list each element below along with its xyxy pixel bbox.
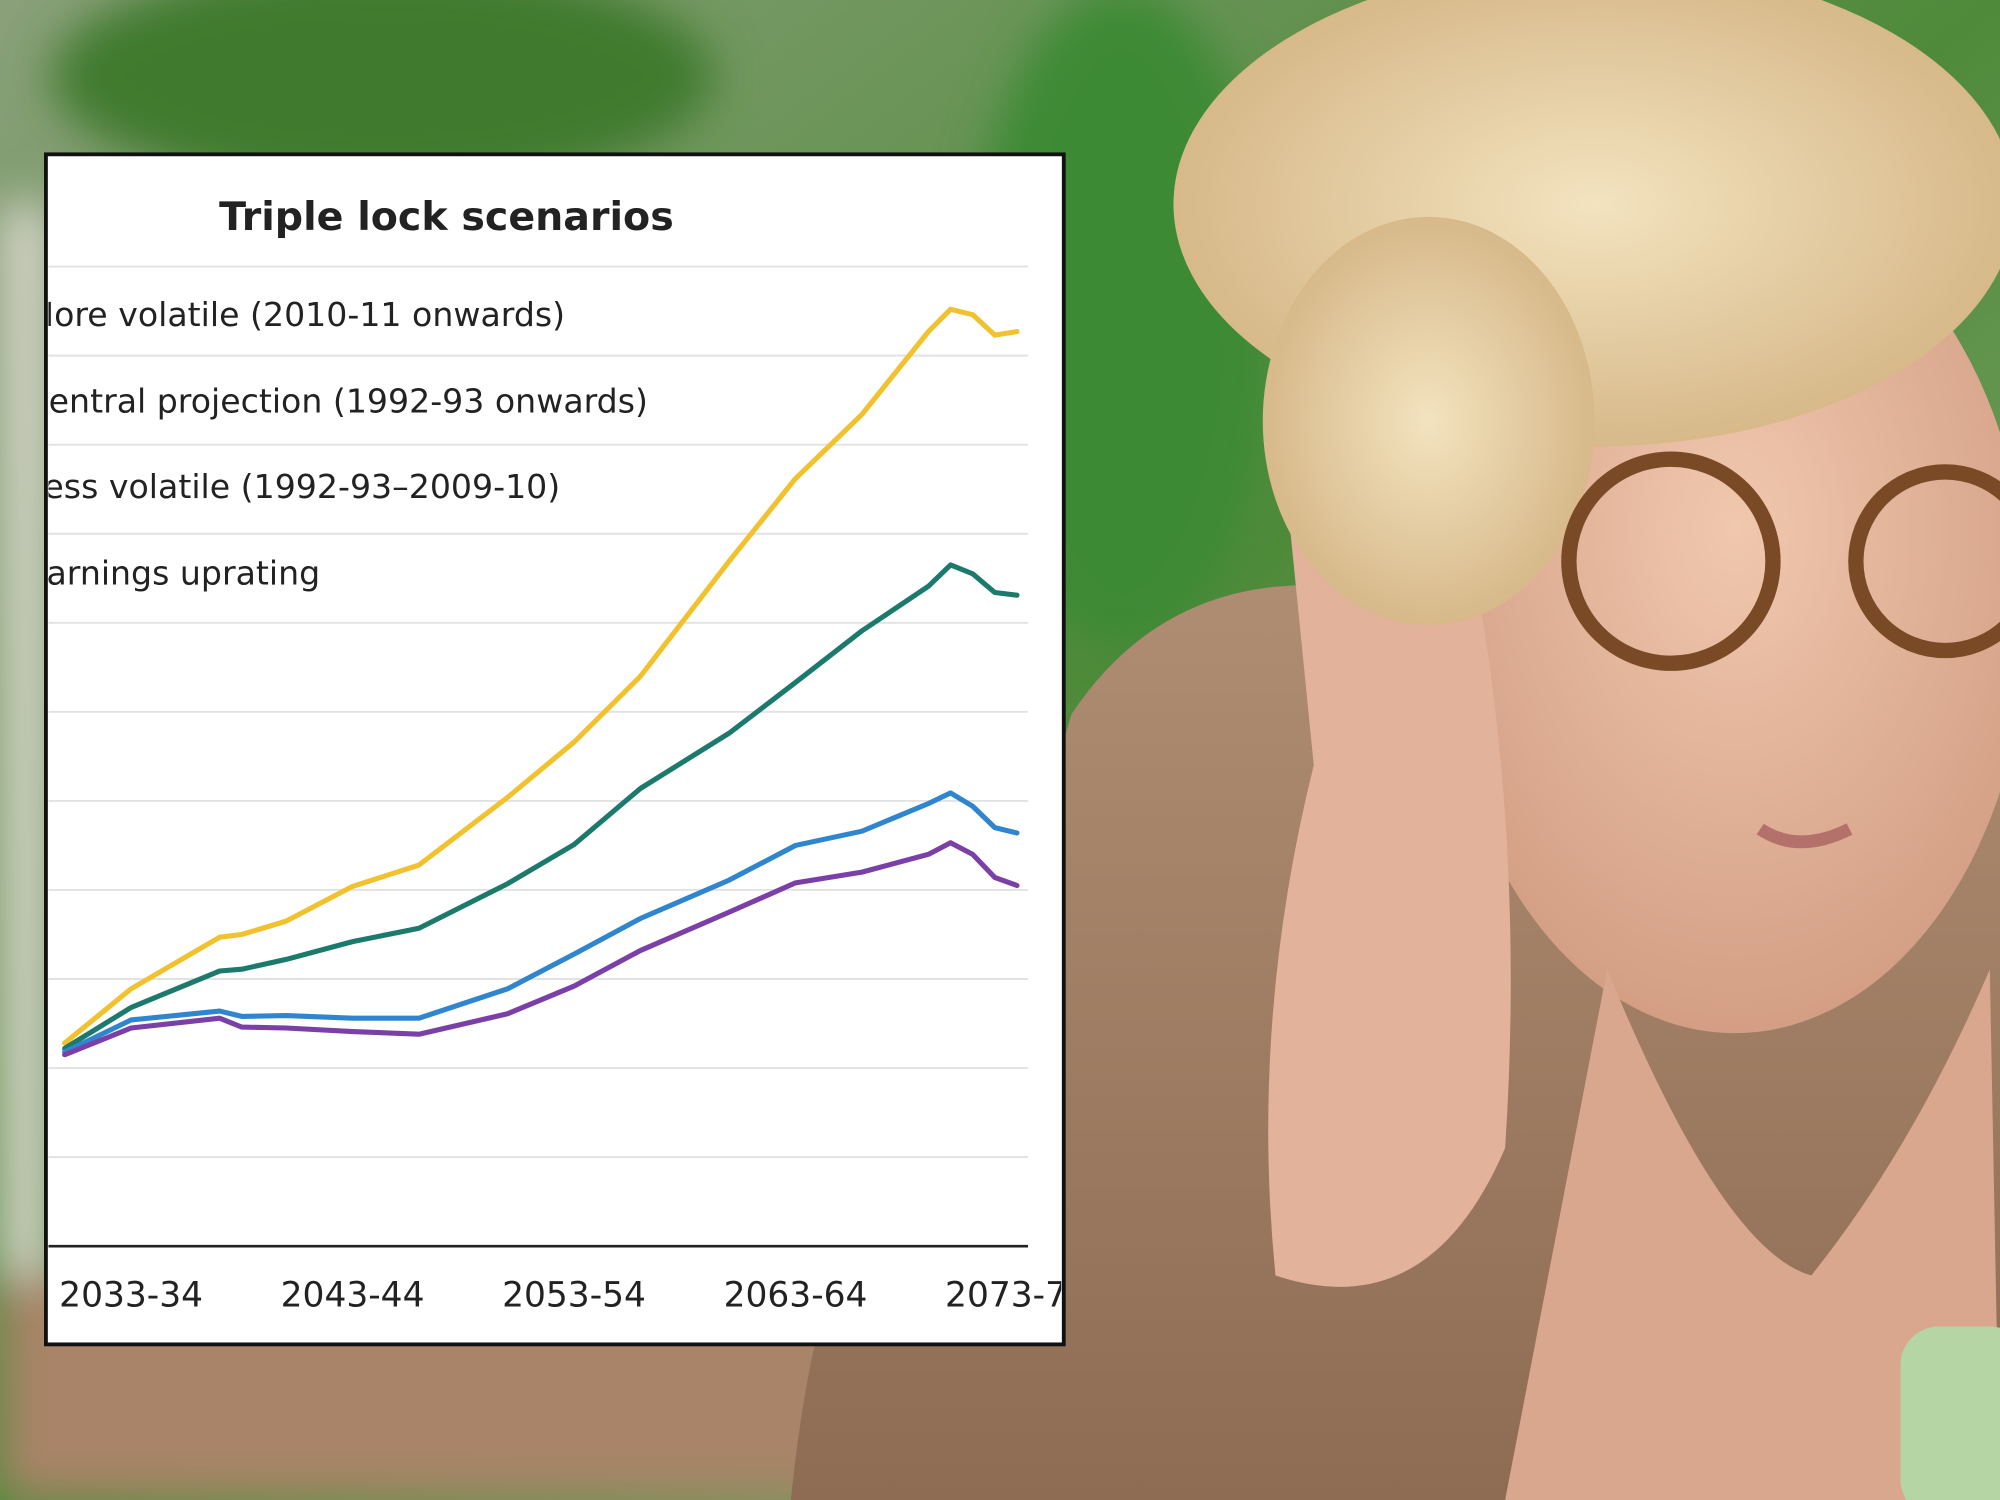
- series-line: [62, 562, 1020, 1052]
- chart-frame: [44, 152, 1066, 1347]
- legend-label: Less volatile (1992-93–2009-10): [26, 467, 561, 506]
- x-tick-label: 2043-44: [281, 1276, 425, 1316]
- chart-area: Triple lock scenarios 2033-34 2043-44 2053…: [26, 194, 1089, 1316]
- x-tick-label: 2073-74: [945, 1276, 1089, 1316]
- x-tick-label: 2033-34: [59, 1276, 203, 1316]
- series-line: [62, 306, 1020, 1046]
- legend-label: Central projection (1992-93 onwards): [26, 382, 648, 421]
- series-line: [62, 790, 1020, 1055]
- x-tick-label: 2063-64: [724, 1276, 868, 1316]
- legend-label: Earnings uprating: [26, 554, 321, 593]
- legend-label: More volatile (2010-11 onwards): [26, 295, 566, 334]
- series-line: [62, 840, 1020, 1058]
- x-tick-label: 2053-54: [502, 1276, 646, 1316]
- chart-card: Triple lock scenarios 2033-34 2043-44 2053…: [26, 152, 1089, 1347]
- chart-title: Triple lock scenarios: [219, 194, 674, 240]
